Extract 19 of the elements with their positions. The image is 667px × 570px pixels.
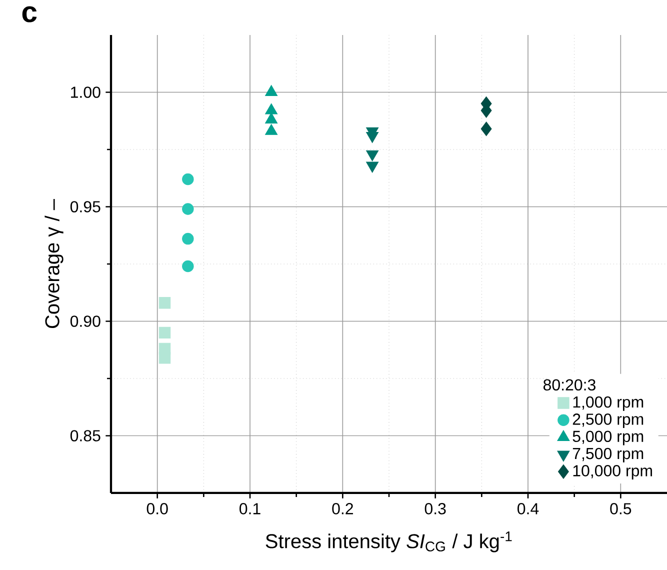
y-tick-label: 0.95 — [70, 201, 100, 212]
chart-title: c — [22, 6, 37, 22]
legend-label: 10,000 rpm — [573, 465, 652, 480]
x-tick-label: 0.5 — [610, 503, 632, 514]
x-tick-label: 0.2 — [332, 503, 353, 514]
legend-title: 80:20:3 — [543, 379, 596, 391]
y-tick-label: 0.85 — [70, 430, 100, 442]
x-tick-label: 0.3 — [424, 503, 446, 514]
x-axis-title: Stress intensity SI$_{CG}$ / J kg$^{-1}$ — [266, 532, 512, 552]
legend-label: 5,000 rpm — [572, 430, 644, 446]
y-tick-label: 1.00 — [71, 86, 100, 98]
legend-label: 2,500 rpm — [572, 414, 644, 428]
legend-label: 1,000 rpm — [573, 396, 644, 411]
y-axis-title: Coverage γ / – — [44, 199, 64, 328]
legend-label: 7,500 rpm — [572, 448, 644, 462]
x-tick-label: 0.4 — [518, 503, 539, 514]
x-tick-label: 0.0 — [146, 503, 168, 514]
y-tick-label: 0.90 — [70, 316, 100, 327]
x-tick-label: 0.1 — [240, 503, 260, 514]
